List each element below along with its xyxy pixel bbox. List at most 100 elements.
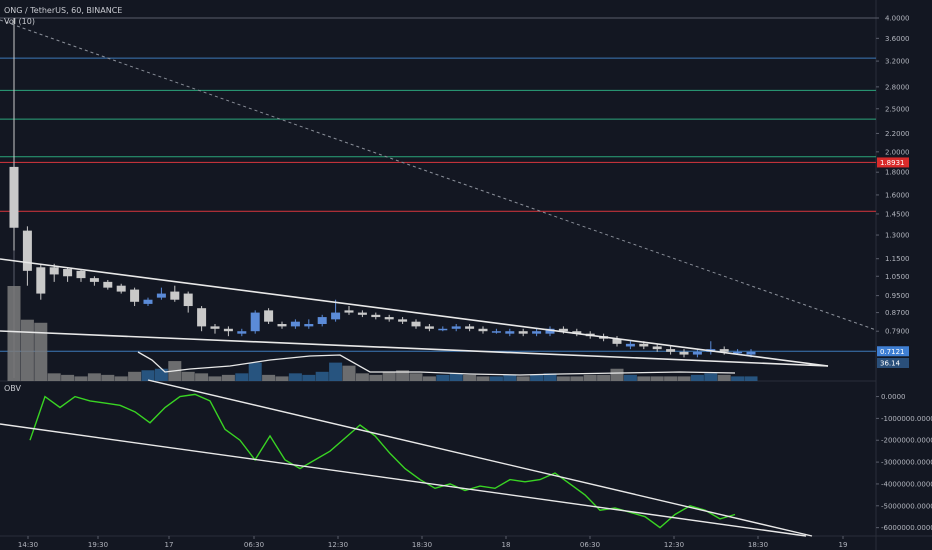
volume-bar	[262, 374, 276, 381]
volume-bar	[489, 376, 503, 381]
price-tick-label: 4.0000	[885, 15, 910, 23]
volume-bar	[154, 368, 168, 381]
candle-body	[746, 351, 756, 355]
volume-bar	[650, 376, 664, 381]
candle-body	[424, 326, 434, 329]
price-axis[interactable]: 4.0000 3.6000 3.2000 2.8000 2.5000 2.2000 2.00…	[876, 15, 932, 533]
time-tick-label: 06:30	[580, 541, 600, 549]
candle-body	[277, 324, 287, 327]
volume-bar	[141, 370, 155, 381]
volume-legend[interactable]: Vol (10)	[4, 17, 35, 26]
price-tick-label: 1.0500	[885, 273, 910, 281]
volume-bar	[476, 376, 490, 381]
volume-bar	[409, 373, 423, 381]
candle-body	[384, 317, 394, 320]
candle-body	[518, 331, 528, 334]
volume-bar	[637, 376, 651, 381]
volume-bar	[101, 374, 115, 381]
trend-lines[interactable]	[0, 19, 877, 367]
volume-bar	[20, 319, 34, 381]
candle-body	[451, 326, 461, 329]
time-tick-label: 17	[165, 541, 174, 549]
candle-body	[76, 270, 86, 279]
candle-body	[49, 267, 59, 275]
candle-body	[357, 312, 367, 315]
obv-tick-label: -2000000.0000	[881, 437, 932, 445]
candle-body	[237, 331, 247, 334]
volume-bar	[744, 376, 758, 381]
candle-body	[344, 310, 354, 313]
candle-body	[505, 331, 515, 334]
candle-body	[572, 331, 582, 334]
volume-bar	[74, 376, 88, 381]
volume-bar	[275, 376, 289, 381]
red-level-badge-bg	[877, 157, 909, 168]
volume-bar	[248, 362, 262, 381]
obv-tick-label: 0.0000	[881, 393, 906, 401]
obv-tick-label: -4000000.0000	[881, 480, 932, 488]
price-tick-label: 1.8000	[885, 169, 910, 177]
candle-body	[116, 285, 126, 292]
candle-body	[130, 289, 140, 302]
obv-lower-trendline	[0, 423, 807, 537]
volume-bar	[543, 373, 557, 381]
volume-bar	[449, 373, 463, 381]
candle-body	[103, 281, 113, 288]
price-tick-label: 0.9500	[885, 292, 910, 300]
time-tick-label: 12:30	[328, 541, 348, 549]
volume-bar	[114, 376, 128, 381]
candle-body	[478, 328, 488, 332]
candle-body	[183, 293, 193, 307]
obv-tick-label: -6000000.0000	[881, 524, 932, 532]
price-tick-label: 3.6000	[885, 35, 910, 43]
volume-bar	[704, 373, 718, 381]
volume-bar	[436, 374, 450, 381]
candle-body	[170, 291, 180, 300]
candle-body	[438, 328, 448, 331]
volume-bar	[677, 376, 691, 381]
candle-body	[612, 338, 622, 344]
time-tick-label: 12:30	[664, 541, 684, 549]
price-tick-label: 3.2000	[885, 58, 910, 66]
price-tick-label: 1.6000	[885, 191, 910, 199]
volume-bar	[47, 373, 61, 381]
time-axis[interactable]: 14:30 19:30 17 06:30 12:30 18:30 18 06:30 12:30 1…	[18, 536, 848, 549]
volume-bar	[329, 362, 343, 381]
volume-bar	[530, 374, 544, 381]
candle-body	[250, 312, 260, 332]
candle-body	[465, 326, 475, 329]
candle-body	[143, 299, 153, 304]
volume-bar	[516, 376, 530, 381]
time-tick-label: 19:30	[88, 541, 108, 549]
volume-bar	[556, 376, 570, 381]
volume-bar	[597, 374, 611, 381]
candlesticks	[9, 18, 756, 358]
volume-bar	[288, 373, 302, 381]
time-tick-label: 18:30	[412, 541, 432, 549]
volume-bar	[422, 376, 436, 381]
volume-bar	[731, 376, 745, 381]
time-tick-label: 06:30	[244, 541, 264, 549]
volume-badge: 36.14	[880, 360, 901, 368]
candle-body	[639, 343, 649, 347]
price-tick-label: 2.0000	[885, 148, 910, 156]
symbol-legend[interactable]: ONG / TetherUS, 60, BINANCE	[4, 6, 123, 15]
candle-body	[223, 328, 233, 332]
candle-body	[304, 324, 314, 327]
candle-body	[719, 349, 729, 352]
candle-body	[63, 269, 73, 277]
candle-body	[733, 351, 743, 354]
candle-body	[210, 326, 220, 329]
candle-body	[398, 319, 408, 322]
candle-body	[411, 321, 421, 327]
time-tick-label: 19	[839, 541, 848, 549]
volume-bar	[690, 374, 704, 381]
volume-bars	[7, 286, 758, 381]
time-tick-label: 18:30	[748, 541, 768, 549]
obv-legend[interactable]: OBV	[4, 384, 22, 393]
time-tick-label: 14:30	[18, 541, 38, 549]
volume-bar	[181, 371, 195, 381]
volume-bar	[610, 368, 624, 381]
